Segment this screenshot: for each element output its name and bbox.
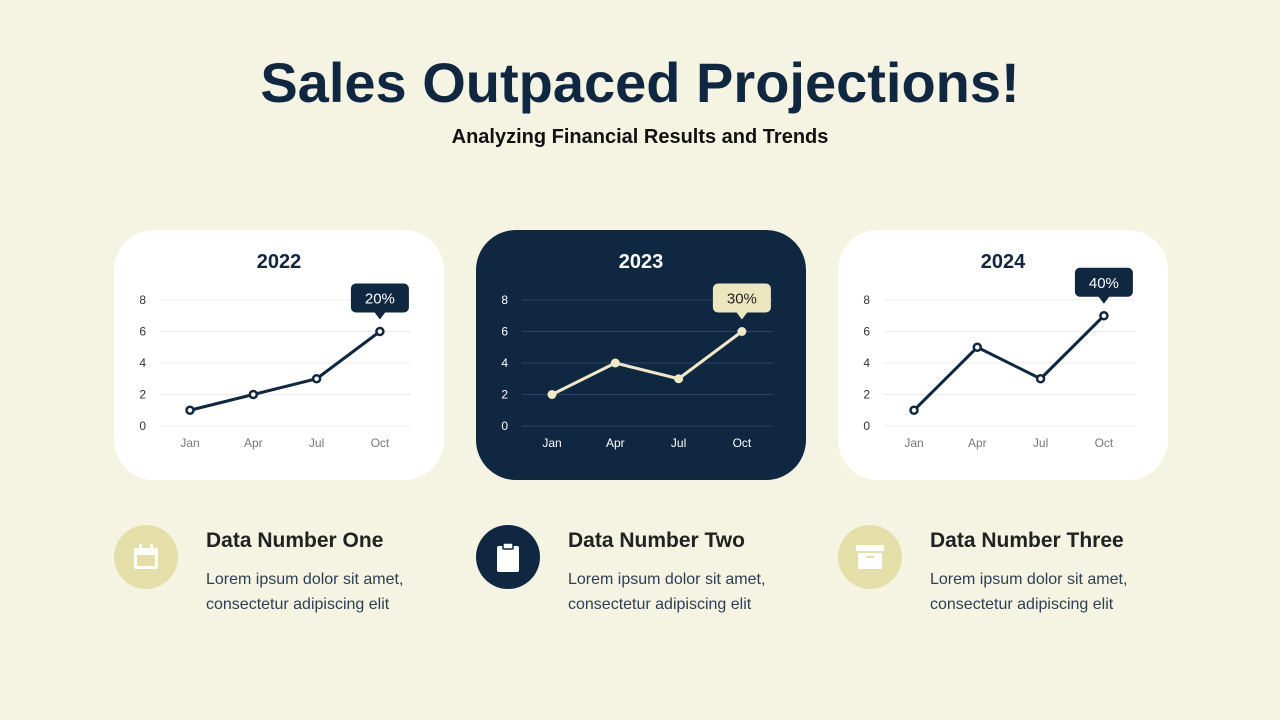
y-tick-label: 4 (863, 356, 870, 370)
x-tick-label: Apr (244, 436, 263, 450)
tooltip-box (1074, 267, 1133, 297)
chart-title: 2024 (981, 251, 1026, 273)
y-tick-label: 6 (863, 325, 870, 339)
info-title: Data Number One (206, 529, 384, 552)
y-tick-label: 0 (501, 419, 508, 433)
data-point (1035, 374, 1046, 384)
tooltip-box (712, 283, 771, 313)
series-line (189, 330, 381, 412)
chart-card-2024: 2024 0 2 4 6 8 Jan Apr Jul Oct 40% (838, 230, 1168, 480)
calendar-icon (114, 525, 178, 589)
tooltip-pointer (1097, 295, 1110, 304)
data-point (972, 342, 983, 352)
x-tick-label: Jul (671, 436, 686, 450)
series-line (912, 314, 1105, 412)
info-text: Lorem ipsum dolor sit amet, consectetur … (568, 571, 766, 613)
page-subtitle: Analyzing Financial Results and Trends (451, 126, 829, 148)
line-chart: 2022 0 2 4 6 8 Jan Apr Jul Oct 20% (139, 251, 411, 450)
data-point (674, 374, 684, 384)
chart-title: 2022 (257, 251, 302, 273)
data-point (248, 389, 259, 400)
tooltip-label: 30% (727, 291, 757, 308)
data-point (909, 405, 919, 415)
data-point (610, 358, 620, 368)
chart-card-2022: 2022 0 2 4 6 8 Jan Apr Jul Oct 20% (114, 230, 444, 480)
data-point (311, 374, 322, 384)
y-tick-label: 8 (139, 293, 146, 307)
page-title: Sales Outpaced Projections! (260, 51, 1020, 114)
archive-icon (838, 525, 902, 589)
y-tick-label: 0 (863, 419, 870, 433)
data-point (185, 405, 195, 415)
tooltip-pointer (373, 311, 386, 320)
data-point (375, 326, 385, 337)
y-tick-label: 2 (863, 388, 870, 402)
line-chart: 2024 0 2 4 6 8 Jan Apr Jul Oct 40% (863, 251, 1135, 450)
info-text: Lorem ipsum dolor sit amet, consectetur … (206, 571, 404, 613)
x-tick-label: Apr (968, 436, 987, 450)
series-line (551, 330, 743, 396)
data-point (1099, 311, 1109, 321)
x-tick-label: Oct (733, 436, 752, 450)
info-text: Lorem ipsum dolor sit amet, consectetur … (930, 571, 1128, 613)
y-tick-label: 4 (139, 356, 146, 370)
chart-title: 2023 (619, 251, 664, 273)
info-title: Data Number Two (568, 529, 745, 552)
x-tick-label: Oct (1095, 436, 1114, 450)
x-tick-label: Jan (542, 436, 561, 450)
x-tick-label: Jul (1033, 436, 1048, 450)
tooltip-pointer (735, 311, 748, 320)
data-point (737, 327, 747, 336)
x-tick-label: Oct (371, 436, 390, 450)
x-tick-label: Jan (180, 436, 199, 450)
tooltip-label: 20% (365, 291, 395, 308)
x-tick-label: Jan (904, 436, 923, 450)
y-tick-label: 0 (139, 419, 146, 433)
y-tick-label: 4 (501, 356, 508, 370)
line-chart: 2023 0 2 4 6 8 Jan Apr Jul Oct 30% (501, 251, 773, 450)
x-tick-label: Apr (606, 436, 625, 450)
y-tick-label: 8 (501, 293, 508, 307)
y-tick-label: 2 (139, 388, 146, 402)
data-point (547, 390, 557, 399)
clipboard-icon (476, 525, 540, 589)
y-tick-label: 6 (501, 325, 508, 339)
chart-card-2023: 2023 0 2 4 6 8 Jan Apr Jul Oct 30% (476, 230, 806, 480)
tooltip-label: 40% (1089, 275, 1119, 292)
x-tick-label: Jul (309, 436, 324, 450)
y-tick-label: 6 (139, 325, 146, 339)
tooltip-box (350, 283, 409, 313)
y-tick-label: 2 (501, 388, 508, 402)
y-tick-label: 8 (863, 293, 870, 307)
info-title: Data Number Three (930, 529, 1124, 552)
